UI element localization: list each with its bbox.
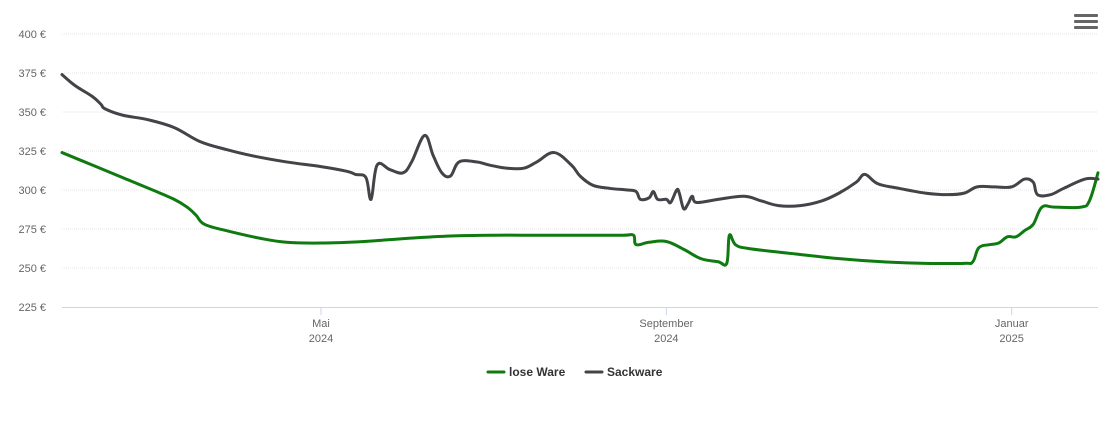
y-tick-label: 350 € [18, 107, 46, 119]
series-line-sackware [60, 73, 1100, 211]
y-tick-label: 375 € [18, 68, 46, 80]
series-line-lose-ware [60, 151, 1100, 267]
x-tick-year-label: 2024 [654, 333, 678, 345]
x-tick-year-label: 2024 [309, 333, 333, 345]
y-tick-label: 250 € [18, 263, 46, 275]
x-tick-year-label: 2025 [999, 333, 1023, 345]
x-tick-month-label: Mai [312, 318, 330, 330]
y-tick-label: 225 € [18, 302, 46, 314]
chart-menu-button[interactable] [1074, 10, 1098, 32]
y-tick-label: 325 € [18, 146, 46, 158]
menu-icon-bar [1074, 19, 1098, 23]
x-tick-month-label: Januar [995, 318, 1029, 330]
menu-icon-bar [1074, 25, 1098, 29]
x-tick-month-label: September [639, 318, 693, 330]
y-tick-label: 300 € [18, 185, 46, 197]
menu-icon-bar [1074, 13, 1098, 17]
legend-item-sackware[interactable]: Sackware [607, 365, 663, 379]
y-tick-label: 400 € [18, 29, 46, 41]
legend-item-lose-ware[interactable]: lose Ware [509, 365, 566, 379]
y-tick-label: 275 € [18, 224, 46, 236]
